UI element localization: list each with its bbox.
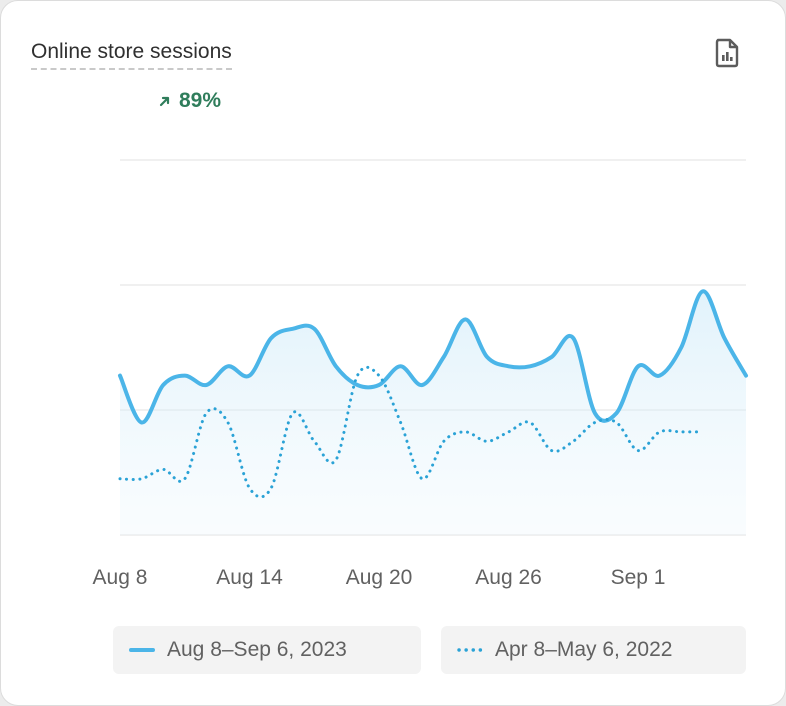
legend-label-previous: Apr 8–May 6, 2022 [495,638,673,661]
dotted-line-swatch [457,648,483,652]
change-indicator: 89% [157,87,221,115]
x-tick-label: Aug 14 [216,566,283,589]
series-line-current[interactable] [118,289,748,425]
x-tick-label: Aug 8 [93,566,148,589]
card-title[interactable]: Online store sessions [31,39,232,70]
x-tick-label: Sep 1 [611,566,666,589]
legend-item-current[interactable]: Aug 8–Sep 6, 2023 [113,626,421,674]
export-report-button[interactable] [709,35,745,71]
solid-line-swatch [129,648,155,652]
file-chart-icon [715,38,739,68]
change-percentage: 89% [179,89,222,112]
series-line-previous[interactable] [118,365,705,499]
arrow-up-right-icon [159,96,170,107]
x-tick-label: Aug 20 [346,566,413,589]
legend-label-current: Aug 8–Sep 6, 2023 [167,638,347,661]
x-tick-label: Aug 26 [475,566,542,589]
series-area-0 [120,291,746,535]
legend-item-previous[interactable]: Apr 8–May 6, 2022 [441,626,746,674]
